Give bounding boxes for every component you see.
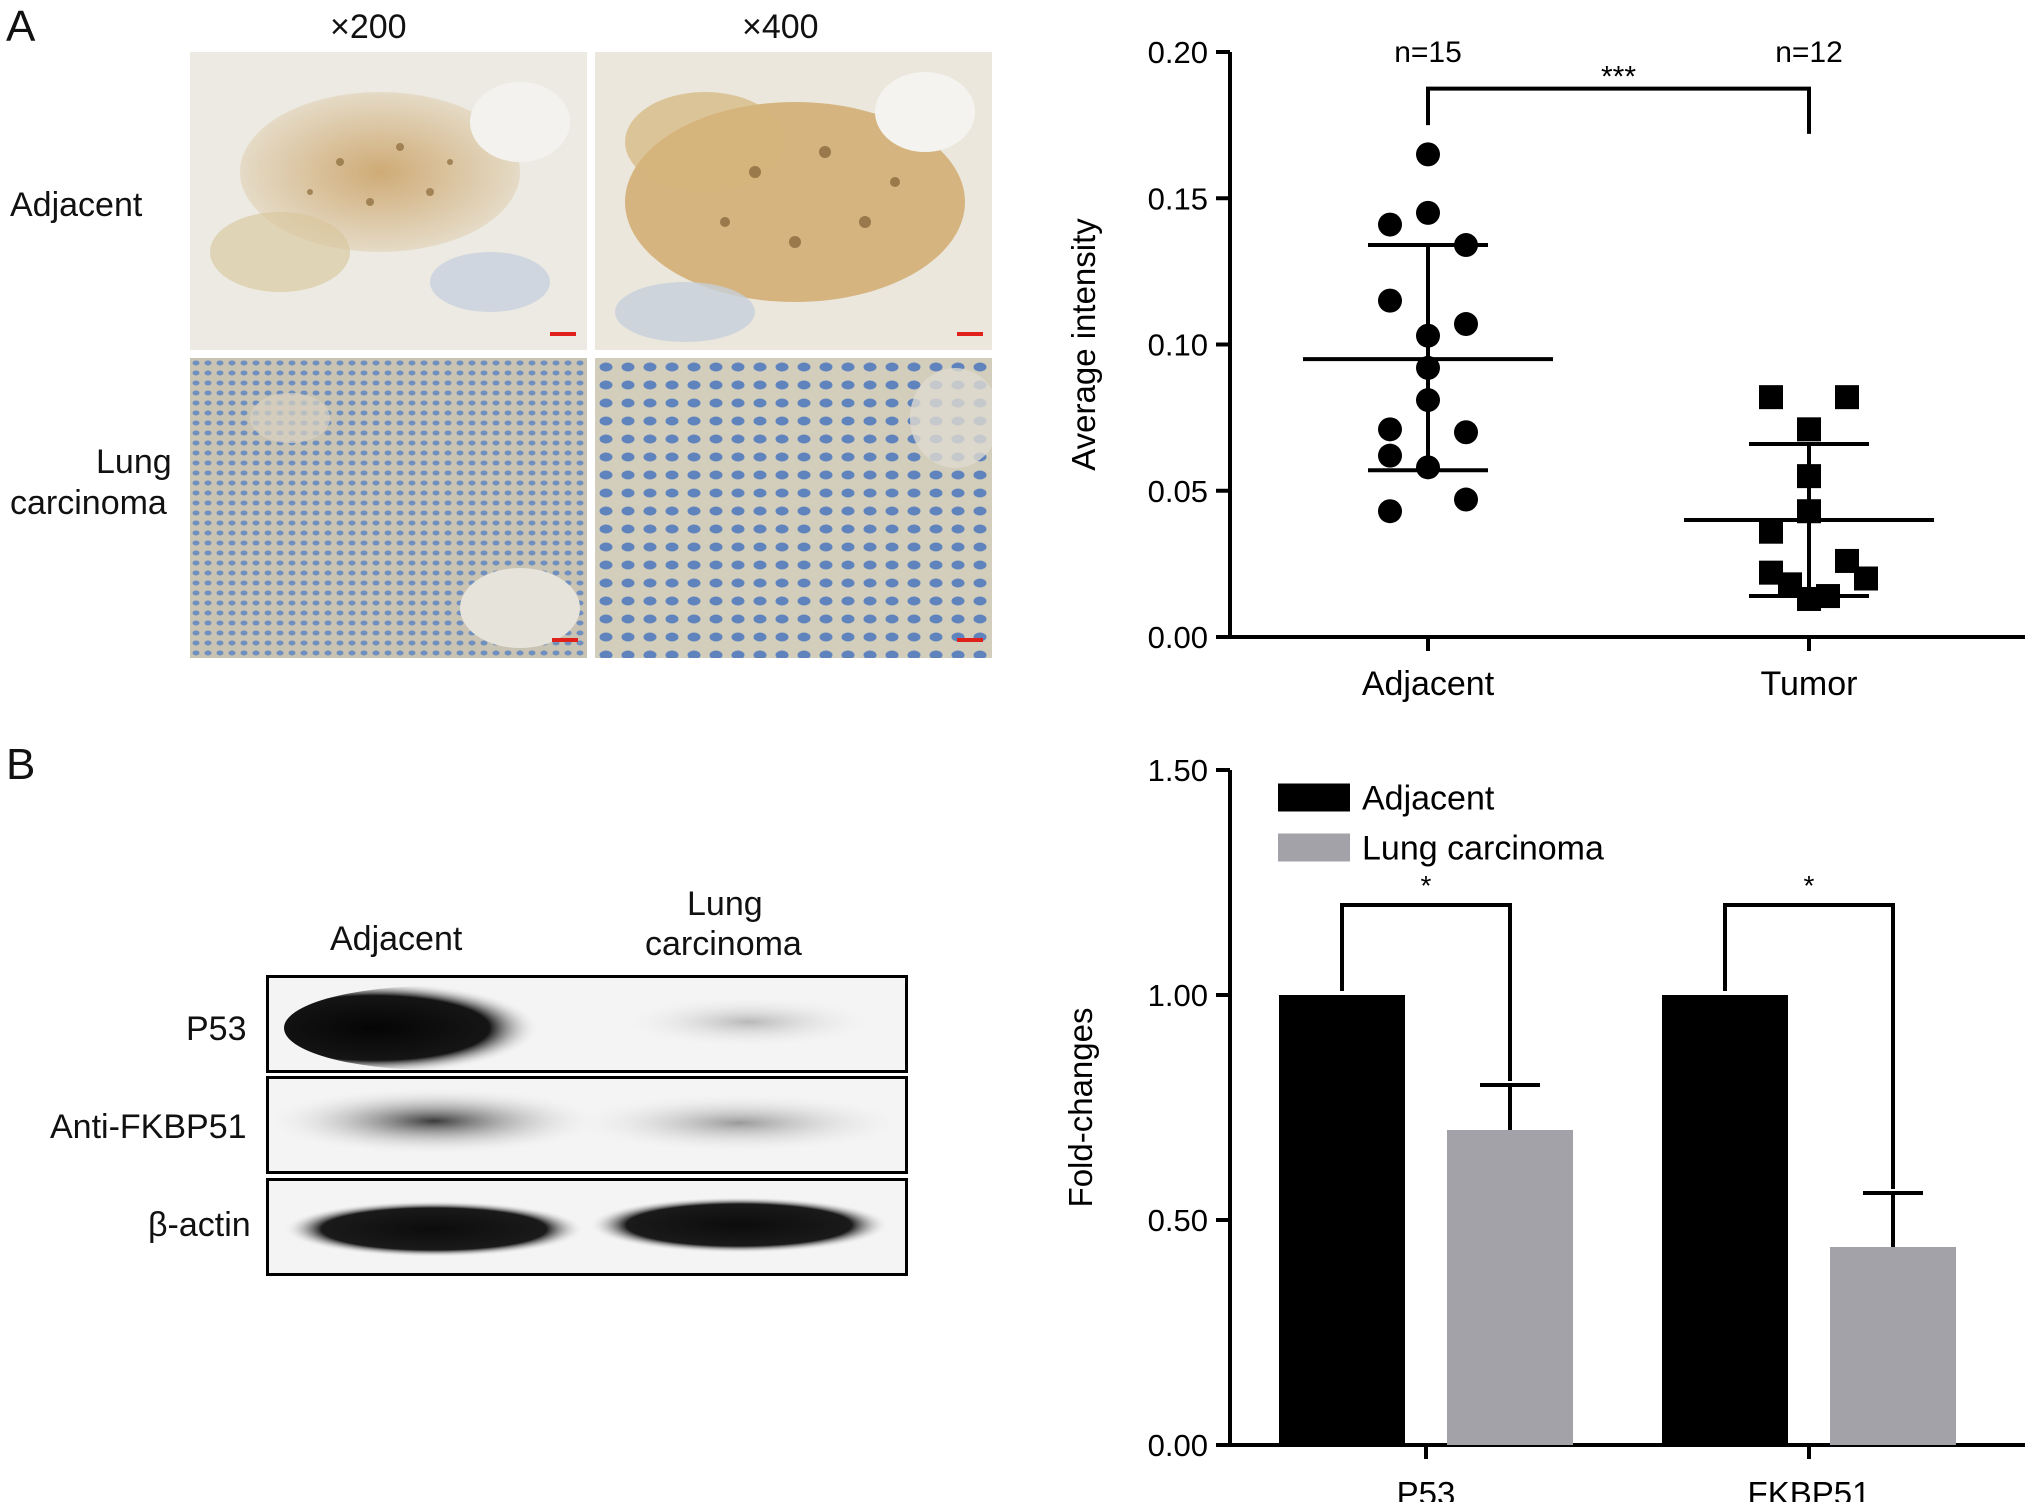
bar-chart: 0.00 0.50 1.00 1.50 Fold-changes P53 * FKBP51 * A… <box>1062 753 2025 1502</box>
ihc-image-adjacent-x400 <box>595 52 992 350</box>
y-axis-label: Fold-changes <box>1062 1008 1099 1208</box>
ihc-texture <box>190 358 587 658</box>
y-tick-label: 0.00 <box>1148 620 1208 655</box>
blot-bands <box>284 1197 889 1257</box>
y-axis-label: Average intensity <box>1065 218 1102 471</box>
legend-swatch <box>1278 783 1350 812</box>
y-tick-label: 0.20 <box>1148 35 1208 70</box>
panel-a-letter: A <box>6 2 36 51</box>
blot-bands <box>284 986 879 1070</box>
data-point <box>1854 566 1878 591</box>
blot-header-carcinoma: carcinoma <box>645 925 802 963</box>
scale-bar <box>552 638 578 642</box>
row-label-carcinoma: carcinoma <box>10 484 167 522</box>
significance-bracket <box>1723 903 1895 1189</box>
x-tick-label: Tumor <box>1761 665 1858 703</box>
scale-bar <box>957 638 983 642</box>
ihc-image-lung-x400 <box>595 358 992 658</box>
scale-bar <box>550 332 576 336</box>
blot-row-label-fkbp51: Anti-FKBP51 <box>50 1108 247 1146</box>
significance-bracket <box>1426 86 1811 134</box>
data-point <box>1378 443 1402 468</box>
significance-stars: *** <box>1601 61 1636 94</box>
row-label-lung: Lung <box>96 443 172 481</box>
magnification-200-label: ×200 <box>330 8 407 46</box>
significance-bracket <box>1340 903 1512 1081</box>
magnification-400-label: ×400 <box>742 8 819 46</box>
data-point <box>1759 385 1783 410</box>
data-point <box>1797 417 1821 442</box>
ihc-texture <box>595 52 992 350</box>
x-tick-label: FKBP51 <box>1748 1475 1871 1502</box>
blot-header-adjacent: Adjacent <box>330 920 463 958</box>
significance-star: * <box>1804 870 1815 901</box>
bar <box>1447 1130 1573 1445</box>
blot-row-label-actin: β-actin <box>148 1206 251 1244</box>
data-point <box>1416 142 1440 167</box>
y-tick-label: 1.00 <box>1148 978 1208 1013</box>
y-tick-label: 0.00 <box>1148 1428 1208 1463</box>
bar <box>1662 995 1788 1445</box>
ihc-image-adjacent-x200 <box>190 52 587 350</box>
legend-label: Adjacent <box>1362 780 1495 818</box>
ihc-texture <box>595 358 992 658</box>
bar <box>1279 995 1405 1445</box>
data-point <box>1454 487 1478 512</box>
y-tick-label: 0.50 <box>1148 1203 1208 1238</box>
blot-bands <box>269 1087 905 1155</box>
significance-star: * <box>1421 870 1432 901</box>
ihc-image-lung-x200 <box>190 358 587 658</box>
blot-band-p53 <box>266 975 908 1073</box>
panel-b-letter: B <box>6 740 36 789</box>
row-label-adjacent: Adjacent <box>10 186 143 224</box>
scale-bar <box>957 332 983 336</box>
group-count-label: n=15 <box>1394 36 1462 69</box>
ihc-texture <box>190 52 587 350</box>
data-point <box>1378 499 1402 524</box>
data-point <box>1416 200 1440 225</box>
y-tick-label: 0.10 <box>1148 328 1208 363</box>
scatter-chart: 0.00 0.05 0.10 0.15 0.20 Adjacent Tumor Average… <box>1065 35 2025 703</box>
legend-label: Lung carcinoma <box>1362 830 1604 868</box>
blot-band-actin <box>266 1178 908 1276</box>
data-point <box>1759 519 1783 544</box>
x-tick-label: Adjacent <box>1362 665 1495 703</box>
y-tick-label: 0.15 <box>1148 181 1208 216</box>
legend-swatch <box>1278 833 1350 862</box>
blot-row-label-p53: P53 <box>186 1010 247 1048</box>
y-tick-label: 0.05 <box>1148 474 1208 509</box>
data-point <box>1378 417 1402 442</box>
data-point <box>1378 288 1402 313</box>
blot-header-lung: Lung <box>687 885 763 923</box>
group-count-label: n=12 <box>1775 36 1843 69</box>
y-tick-label: 1.50 <box>1148 753 1208 788</box>
data-point <box>1835 385 1859 410</box>
data-point <box>1454 420 1478 445</box>
blot-band-fkbp51 <box>266 1076 908 1174</box>
bar <box>1830 1247 1956 1445</box>
x-tick-label: P53 <box>1397 1475 1456 1502</box>
data-point <box>1454 312 1478 337</box>
data-point <box>1378 212 1402 237</box>
